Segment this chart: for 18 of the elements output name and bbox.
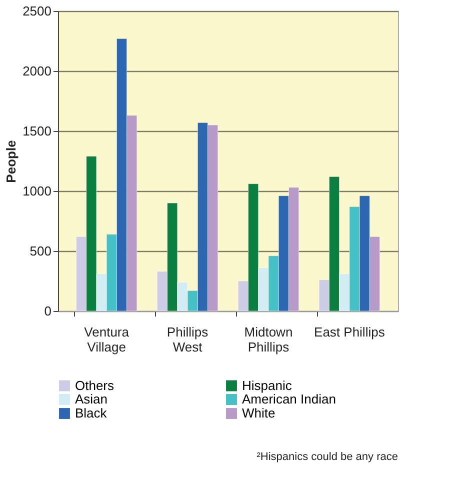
legend-label: American Indian [242, 392, 336, 406]
y-axis-title: People [4, 140, 19, 183]
legend-label: White [242, 406, 276, 420]
x-tick-label: Ventura Village [84, 324, 130, 354]
x-tick-label: Midtown Phillips [244, 324, 293, 354]
x-tick-label: East Phillips [314, 324, 386, 340]
legend-label: Black [75, 406, 108, 420]
legend-label: Hispanic [242, 378, 292, 393]
y-tick-label: 500 [30, 244, 52, 258]
legend-label: Others [75, 378, 115, 393]
text: ²Hispanics could be any race [256, 451, 398, 463]
legend-label: Asian [75, 392, 108, 406]
y-tick-label: 0 [44, 304, 52, 318]
y-tick-label: 2500 [22, 4, 52, 18]
x-tick-label: Phillips West [166, 324, 209, 354]
y-tick-label: 1000 [22, 184, 52, 198]
y-tick-label: 2000 [22, 64, 52, 78]
y-tick-label: 1500 [22, 124, 52, 138]
